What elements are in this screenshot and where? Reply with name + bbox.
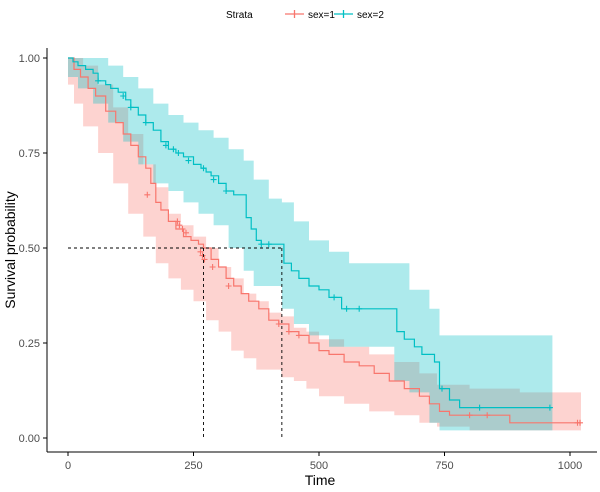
y-axis-ticks: 0.00 0.25 0.50 0.75 1.00 <box>19 53 47 445</box>
censor-mark-sex-2 <box>95 77 102 84</box>
censor-mark-sex-2 <box>175 150 182 156</box>
confidence-bands <box>68 58 581 431</box>
censor-mark-sex-2 <box>476 404 483 411</box>
survival-curve-sex-1 <box>68 57 581 424</box>
censor-mark-sex-1 <box>466 412 473 419</box>
legend-key-sex-2 <box>334 10 353 18</box>
censor-mark-sex-1 <box>275 321 282 327</box>
legend: Strata sex=1 sex=2 <box>226 10 384 21</box>
y-tick-label: 0.00 <box>19 433 40 445</box>
y-tick-label: 1.00 <box>19 53 40 65</box>
legend-label-sex-1: sex=1 <box>308 10 335 21</box>
censor-mark-sex-2 <box>142 119 149 126</box>
censor-mark-sex-2 <box>343 305 350 312</box>
legend-key-sex-1 <box>285 10 304 18</box>
y-tick-label: 0.75 <box>19 148 40 160</box>
x-tick-label: 1000 <box>558 460 582 472</box>
censor-mark-sex-1 <box>225 283 232 289</box>
legend-title: Strata <box>226 10 253 21</box>
censor-mark-sex-2 <box>200 165 207 172</box>
censor-mark-sex-1 <box>295 332 302 339</box>
median-reference-lines <box>68 247 283 438</box>
confidence-band-sex-1 <box>68 58 581 431</box>
censor-mark-sex-2 <box>223 188 230 194</box>
censor-mark-sex-2 <box>185 157 192 164</box>
censor-mark-sex-2 <box>356 305 363 312</box>
x-axis-ticks: 0 250 500 750 1000 <box>65 452 582 472</box>
y-tick-label: 0.50 <box>19 243 40 255</box>
x-tick-label: 500 <box>310 460 328 472</box>
y-axis-title: Survival probability <box>2 191 18 309</box>
censor-mark-sex-2 <box>127 104 134 111</box>
censor-mark-sex-1 <box>179 226 186 232</box>
confidence-band-sex-2 <box>68 58 553 431</box>
censor-mark-sex-1 <box>285 328 292 335</box>
survival-curve-sex-2 <box>68 57 553 409</box>
censor-mark-sex-2 <box>546 404 553 411</box>
censor-mark-sex-2 <box>170 146 177 153</box>
censor-mark-sex-1 <box>209 264 216 270</box>
censor-mark-sex-1 <box>199 252 206 259</box>
x-tick-label: 0 <box>65 460 71 472</box>
legend-label-sex-2: sex=2 <box>357 10 384 21</box>
censor-mark-sex-1 <box>144 191 151 198</box>
x-tick-label: 250 <box>184 460 202 472</box>
censor-mark-sex-2 <box>265 241 272 248</box>
censor-mark-sex-2 <box>210 176 217 183</box>
censor-mark-sex-1 <box>577 419 583 426</box>
censor-mark-sex-2 <box>331 294 338 301</box>
censor-mark-sex-2 <box>258 241 265 248</box>
survival-curves <box>68 57 581 424</box>
x-axis-title: Time <box>305 472 336 488</box>
censor-mark-sex-2 <box>439 385 445 392</box>
censor-marks <box>95 77 583 426</box>
y-tick-label: 0.25 <box>19 338 40 350</box>
censor-mark-sex-1 <box>197 248 204 255</box>
censor-mark-sex-2 <box>120 93 127 99</box>
censor-mark-sex-1 <box>174 218 181 225</box>
censor-mark-sex-2 <box>162 142 169 149</box>
censor-mark-sex-1 <box>176 222 183 229</box>
censor-mark-sex-1 <box>201 256 208 263</box>
censor-mark-sex-1 <box>484 412 491 419</box>
x-tick-label: 750 <box>435 460 453 472</box>
censor-mark-sex-1 <box>183 229 189 236</box>
